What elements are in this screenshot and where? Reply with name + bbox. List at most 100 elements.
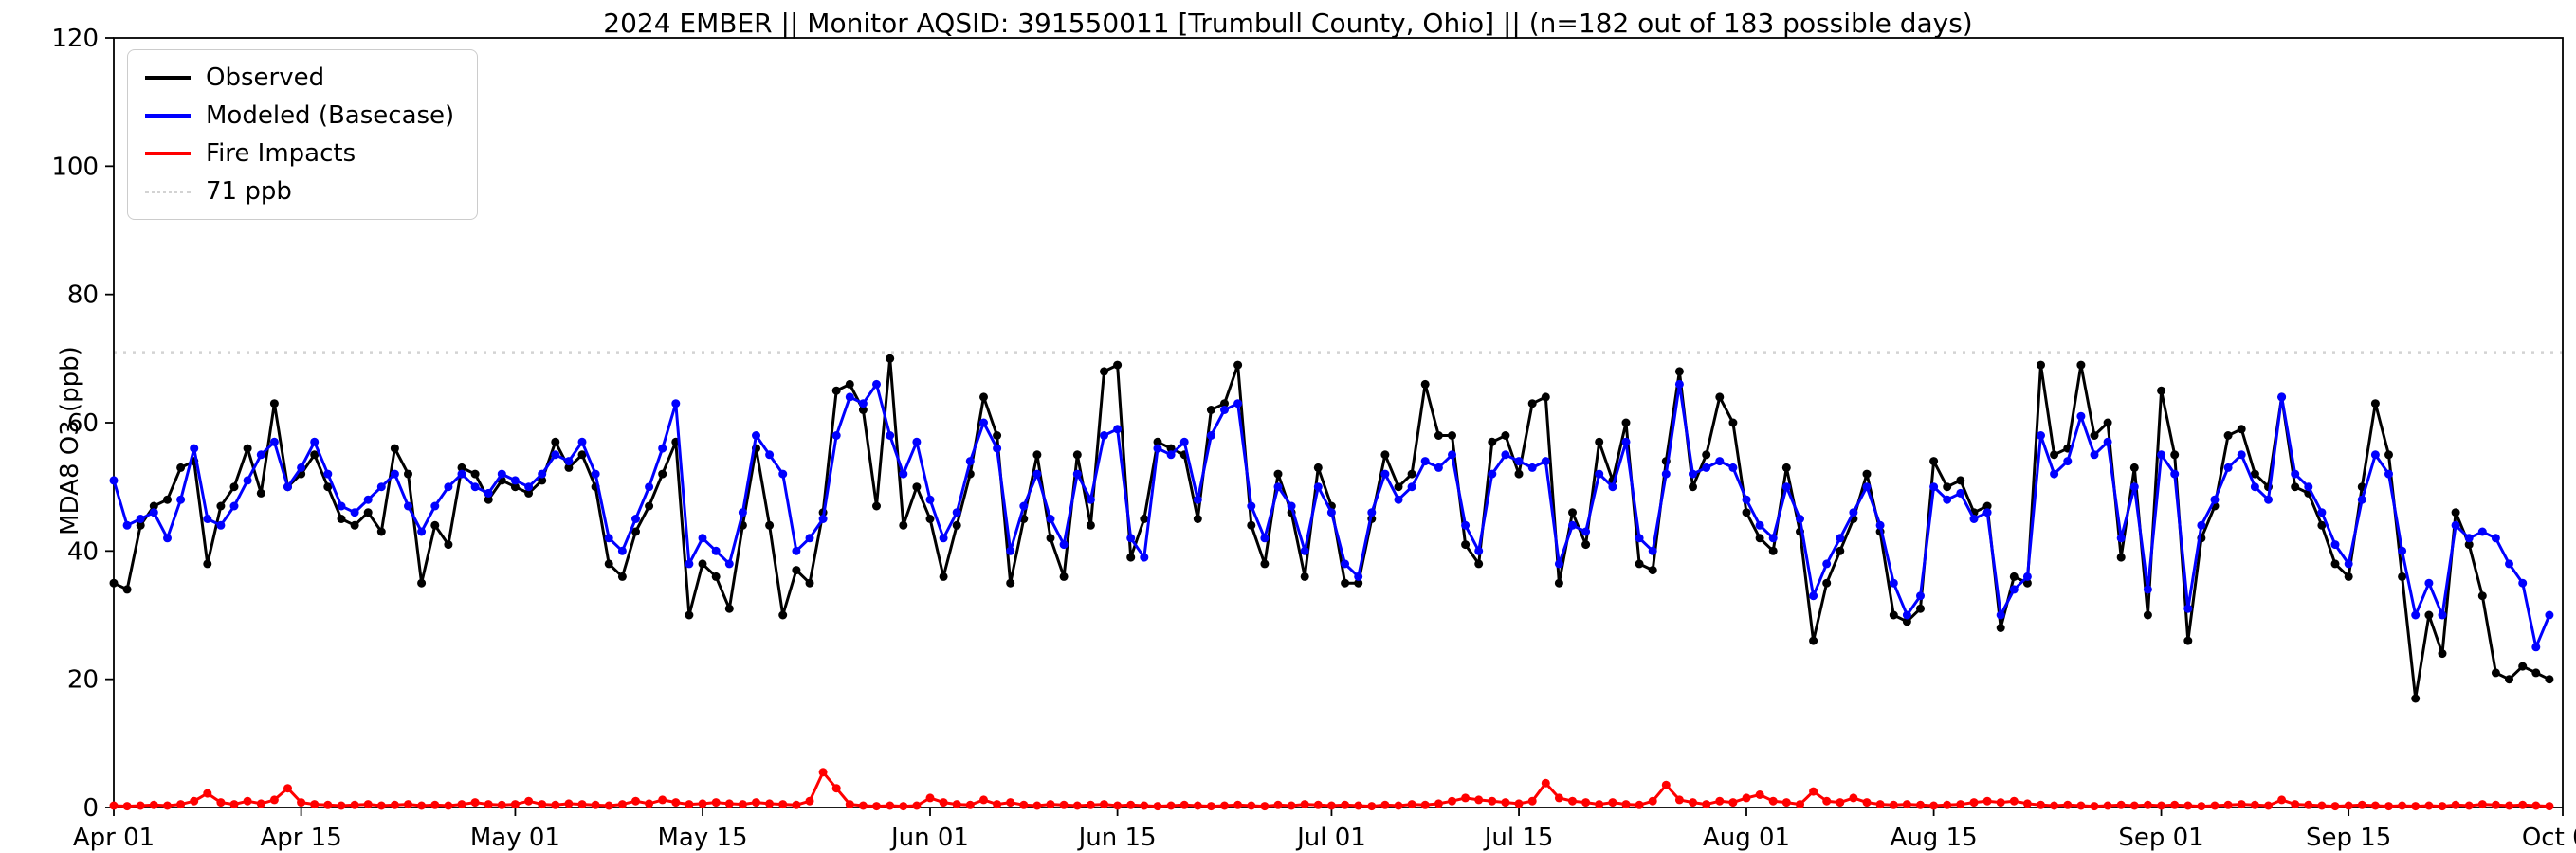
series-observed-marker	[2344, 572, 2353, 581]
series-fire-impacts-marker	[1969, 798, 1979, 808]
series-modeled-basecase-marker	[1233, 399, 1243, 408]
series-observed-marker	[136, 520, 145, 530]
series-fire-impacts-marker	[1220, 801, 1229, 810]
series-fire-impacts-marker	[109, 801, 119, 810]
series-observed-marker	[1354, 578, 1363, 588]
x-tick-label: Jul 01	[1295, 824, 1366, 852]
series-observed-marker	[256, 488, 265, 498]
series-modeled-basecase-marker	[2170, 469, 2180, 479]
series-observed-marker	[323, 482, 333, 492]
series-observed-marker	[2050, 450, 2059, 460]
series-observed-marker	[444, 540, 453, 550]
series-observed-marker	[1300, 572, 1309, 581]
series-modeled-basecase-marker	[510, 476, 520, 485]
series-modeled-basecase-marker	[524, 482, 534, 492]
series-modeled-basecase-marker	[711, 546, 721, 555]
series-observed-marker	[1140, 515, 1149, 523]
x-tick-label: Aug 01	[1703, 824, 1790, 852]
series-observed-marker	[1260, 559, 1270, 569]
series-observed-marker	[2398, 572, 2407, 581]
series-observed-marker	[805, 578, 814, 588]
series-modeled-basecase-marker	[577, 437, 587, 446]
series-modeled-basecase-marker	[1394, 495, 1403, 504]
series-modeled-basecase-marker	[256, 450, 265, 460]
series-observed-marker	[2491, 668, 2500, 678]
series-modeled-basecase-marker	[229, 501, 239, 511]
legend-label-modeled: Modeled (Basecase)	[206, 101, 455, 130]
series-observed-marker	[2009, 572, 2019, 581]
series-fire-impacts-marker	[2237, 800, 2246, 809]
series-fire-impacts-marker	[591, 800, 600, 809]
series-observed-marker	[1341, 578, 1350, 588]
series-observed-marker	[872, 501, 881, 511]
series-modeled-basecase-marker	[1689, 469, 1697, 479]
series-observed-marker	[1220, 399, 1229, 408]
series-fire-impacts-marker	[1648, 796, 1657, 806]
series-observed-marker	[1313, 463, 1323, 472]
series-observed-marker	[1514, 469, 1524, 479]
series-modeled-basecase-marker	[1501, 450, 1510, 460]
series-modeled-basecase-marker	[1206, 431, 1215, 440]
series-modeled-basecase-marker	[2237, 450, 2246, 460]
series-fire-impacts-marker	[604, 801, 613, 810]
series-modeled-basecase-marker	[765, 450, 775, 460]
series-modeled-basecase	[109, 379, 2554, 652]
series-modeled-basecase-marker	[2344, 559, 2353, 569]
series-modeled-basecase-marker	[1326, 508, 1336, 517]
series-fire-impacts-marker	[1514, 799, 1524, 808]
series-modeled-basecase-marker	[2063, 457, 2073, 466]
series-fire-impacts-marker	[1354, 801, 1363, 810]
series-fire-impacts-marker	[1501, 798, 1510, 808]
series-fire-impacts-marker	[872, 802, 881, 811]
series-observed-marker	[176, 463, 186, 472]
series-modeled-basecase-marker	[136, 515, 145, 523]
series-fire-impacts-marker	[1059, 800, 1069, 809]
y-tick-label: 40	[67, 537, 99, 566]
series-observed-marker	[2223, 431, 2233, 440]
series-modeled-basecase-marker	[604, 534, 613, 543]
series-modeled-basecase-marker	[1113, 425, 1123, 434]
series-fire-impacts-marker	[1300, 800, 1309, 809]
series-observed-marker	[2037, 360, 2045, 370]
series-fire-impacts-marker	[444, 801, 453, 810]
series-fire-impacts	[109, 768, 2554, 811]
series-observed-marker	[1554, 578, 1563, 588]
series-observed-marker	[1059, 572, 1069, 581]
series-modeled-basecase-marker	[1488, 469, 1497, 479]
series-fire-impacts-marker	[724, 799, 734, 808]
series-modeled-basecase-marker	[269, 437, 279, 446]
series-modeled-basecase-marker	[1902, 610, 1911, 620]
series-modeled-basecase-marker	[2223, 463, 2233, 472]
series-observed-marker	[2545, 675, 2554, 684]
series-observed-marker	[538, 476, 547, 485]
series-observed-marker	[1006, 578, 1015, 588]
series-observed-marker	[604, 559, 613, 569]
series-fire-impacts-marker	[1086, 800, 1095, 809]
series-modeled-basecase-marker	[404, 501, 412, 511]
series-modeled-basecase-marker	[1916, 591, 1925, 601]
series-fire-impacts-marker	[899, 802, 908, 811]
series-modeled-basecase-marker	[1220, 406, 1229, 414]
series-modeled-basecase-marker	[724, 559, 734, 569]
series-modeled-basecase-marker	[417, 527, 427, 536]
series-modeled-basecase-marker	[2505, 559, 2513, 569]
series-fire-impacts-marker	[1140, 801, 1149, 810]
series-fire-impacts-marker	[524, 796, 534, 806]
series-modeled-basecase-marker	[1728, 463, 1738, 472]
series-modeled-basecase-marker	[1608, 482, 1617, 492]
series-fire-impacts-marker	[1072, 801, 1082, 810]
series-fire-impacts-marker	[2505, 801, 2513, 810]
series-modeled-basecase-marker	[831, 431, 841, 440]
series-modeled-basecase-marker	[1179, 437, 1189, 446]
series-fire-impacts-marker	[738, 800, 747, 809]
series-fire-impacts-marker	[1956, 800, 1965, 809]
series-observed-marker	[765, 520, 775, 530]
series-modeled-basecase-marker	[2518, 578, 2528, 588]
series-modeled-basecase-marker	[1461, 520, 1471, 530]
series-observed-marker	[2183, 636, 2193, 645]
series-fire-impacts-marker	[1875, 800, 1885, 809]
series-modeled-basecase-marker	[190, 444, 199, 453]
series-observed-marker	[1674, 367, 1684, 376]
x-tick-label: May 15	[657, 824, 747, 852]
